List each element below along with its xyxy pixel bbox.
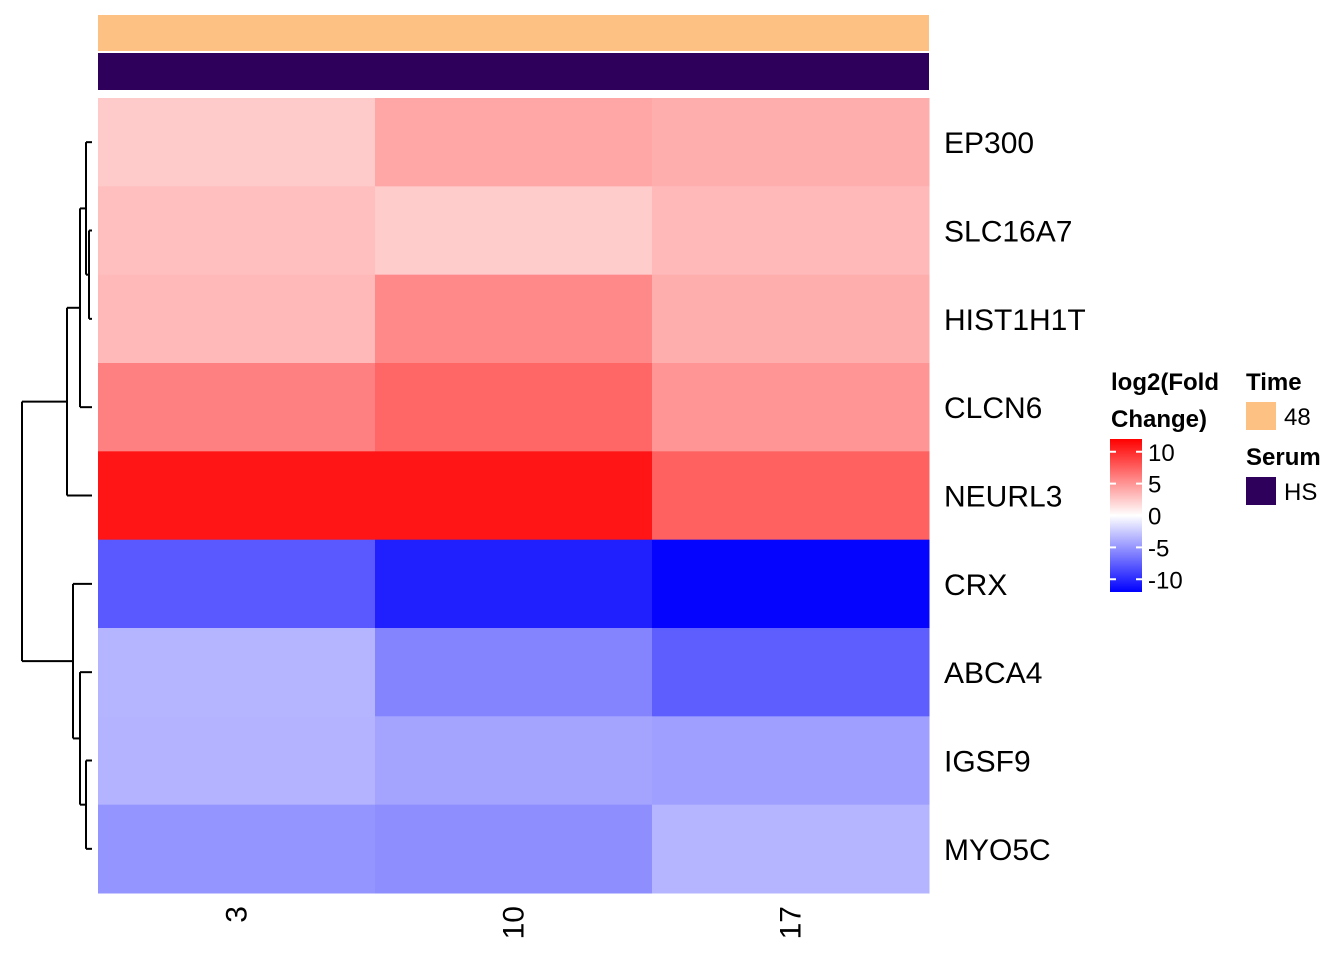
heatmap-cell: [652, 274, 930, 364]
heatmap-cell: [375, 451, 653, 541]
heatmap-cell: [652, 716, 930, 806]
heatmap-cell: [375, 716, 653, 806]
heatmap-cell: [375, 628, 653, 717]
heatmap-cell: [652, 363, 930, 452]
annotation-legend-title: Serum: [1246, 444, 1321, 471]
annotation-legend-swatch: [1246, 402, 1276, 430]
row-label: EP300: [944, 127, 1034, 160]
heatmap-cell: [652, 628, 930, 717]
heatmap-cell: [375, 186, 653, 276]
heatmap-cell: [375, 274, 653, 364]
heatmap-cell: [98, 98, 376, 187]
heatmap-cell: [98, 804, 376, 894]
color-scale-tick-label: 10: [1148, 440, 1175, 467]
row-dendrogram: [21, 141, 92, 850]
heatmap-cell: [375, 539, 653, 629]
row-label: SLC16A7: [944, 216, 1072, 249]
color-scale-title: log2(Fold: [1111, 369, 1219, 396]
color-scale-legend: log2(Fold Change) 10 5 0 -5 -10: [1110, 369, 1219, 594]
row-label: HIST1H1T: [944, 304, 1086, 337]
annotation-bar-time: [98, 15, 929, 51]
heatmap-cell: [375, 98, 653, 187]
color-scale-tick-label: -10: [1148, 567, 1183, 594]
heatmap-cell: [98, 274, 376, 364]
heatmap-cell: [652, 98, 930, 187]
annotation-legend-label: 48: [1284, 404, 1311, 431]
heatmap-cell: [375, 363, 653, 452]
annotation-legend-title: Time: [1246, 369, 1302, 396]
color-scale-tick-label: -5: [1148, 535, 1169, 562]
heatmap-cell: [98, 186, 376, 276]
annotation-legend: Time 48 Serum HS: [1246, 369, 1321, 506]
annotation-legend-label: HS: [1284, 479, 1317, 506]
row-label: MYO5C: [944, 834, 1051, 867]
annotation-legend-swatch: [1246, 477, 1276, 505]
heatmap-cell: [652, 451, 930, 541]
heatmap-cell: [98, 451, 376, 541]
row-label: IGSF9: [944, 746, 1031, 779]
column-label: 17: [775, 906, 808, 939]
heatmap-cell: [98, 363, 376, 452]
row-labels: EP300 SLC16A7 HIST1H1T CLCN6 NEURL3 CRX ABCA4 I…: [944, 127, 1086, 867]
column-annotation-bars: [98, 15, 929, 90]
row-label: NEURL3: [944, 481, 1062, 514]
column-label: 10: [498, 906, 531, 939]
heatmap-cell: [98, 628, 376, 717]
color-scale-tick-label: 0: [1148, 504, 1161, 531]
heatmap-cell: [652, 804, 930, 894]
color-scale-title: Change): [1111, 406, 1207, 433]
row-label: CLCN6: [944, 392, 1042, 425]
annotation-bar-serum: [98, 53, 929, 90]
color-scale-tick-label: 5: [1148, 472, 1161, 499]
column-label: 3: [221, 906, 254, 923]
row-label: CRX: [944, 569, 1007, 602]
column-labels: 3 10 17: [221, 906, 808, 939]
heatmap-cell: [652, 539, 930, 629]
heatmap-cell: [98, 716, 376, 806]
heatmap-cell: [98, 539, 376, 629]
heatmap-cell: [652, 186, 930, 276]
heatmap-cells: [98, 98, 930, 894]
row-label: ABCA4: [944, 657, 1042, 690]
heatmap-cell: [375, 804, 653, 894]
